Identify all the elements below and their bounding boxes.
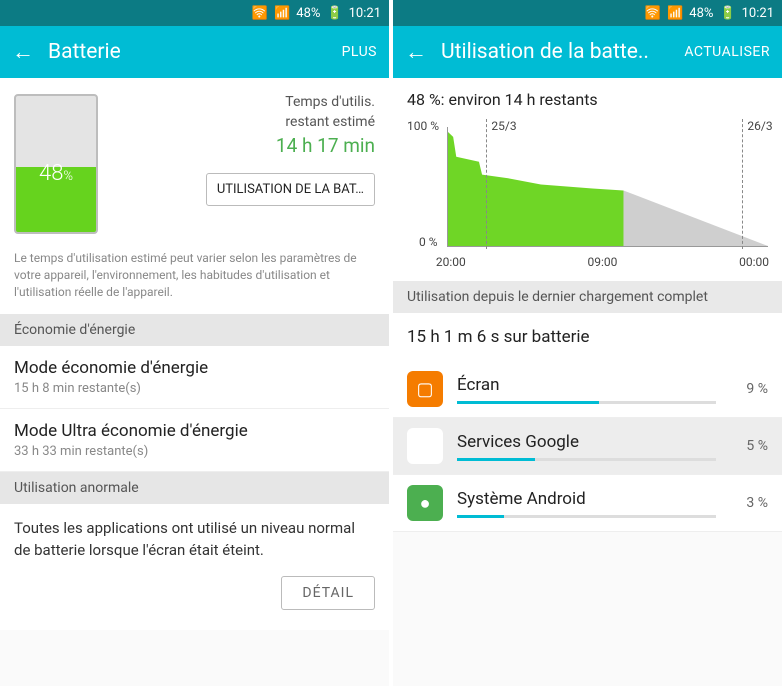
est-time: 14 h 17 min <box>276 134 375 157</box>
actual-area <box>448 132 623 246</box>
y-axis-100: 100 % <box>407 119 439 133</box>
app-bar: ← Utilisation de la batte.. ACTUALISER <box>393 26 782 78</box>
screen-battery: 🛜 📶 48% 🔋 10:21 ← Batterie PLUS 48% Temp… <box>0 0 389 686</box>
app-usage-bar <box>457 458 716 461</box>
app-usage-pct: 5 % <box>730 438 768 454</box>
y-axis-0: 0 % <box>419 235 438 249</box>
app-usage-bar <box>457 515 716 518</box>
status-battery-pct: 48% <box>689 6 713 21</box>
app-usage-row[interactable]: ▶ Services Google 5 % <box>393 418 782 475</box>
page-title: Batterie <box>48 40 328 64</box>
app-usage-pct: 3 % <box>730 495 768 511</box>
power-save-mode-row[interactable]: Mode économie d'énergie 15 h 8 min resta… <box>0 346 389 409</box>
signal-icon: 📶 <box>274 6 290 21</box>
graph-summary: 48 %: environ 14 h restants <box>393 78 782 113</box>
usage-header: Utilisation depuis le dernier chargement… <box>393 281 782 313</box>
ultra-power-save-mode-row[interactable]: Mode Ultra économie d'énergie 33 h 33 mi… <box>0 409 389 472</box>
more-action[interactable]: PLUS <box>342 44 377 60</box>
date-marker-2: 26/3 <box>747 119 772 133</box>
battery-pct-suffix: % <box>63 169 73 184</box>
back-icon[interactable]: ← <box>12 39 34 65</box>
battery-icon: 🔋 <box>719 6 735 21</box>
app-usage-row[interactable]: ▢ Écran 9 % <box>393 361 782 418</box>
battery-pct: 48 <box>39 161 63 186</box>
anomaly-text: Toutes les applications ont utilisé un n… <box>0 504 389 576</box>
economy-header: Économie d'énergie <box>0 314 389 346</box>
app-icon: ▢ <box>407 371 443 407</box>
mode-subtitle: 33 h 33 min restante(s) <box>14 444 375 459</box>
detail-button[interactable]: DÉTAIL <box>281 576 375 610</box>
app-bar: ← Batterie PLUS <box>0 26 389 78</box>
app-name: Services Google <box>457 432 716 452</box>
est-label2: restant estimé <box>285 114 375 130</box>
app-usage-bar <box>457 401 716 404</box>
refresh-action[interactable]: ACTUALISER <box>684 44 770 60</box>
status-time: 10:21 <box>349 6 381 21</box>
wifi-icon: 🛜 <box>645 6 661 21</box>
battery-gauge: 48% <box>14 94 104 234</box>
app-usage-pct: 9 % <box>730 381 768 397</box>
x-tick-3: 00:00 <box>739 255 769 269</box>
status-bar: 🛜 📶 48% 🔋 10:21 <box>393 0 782 26</box>
wifi-icon: 🛜 <box>252 6 268 21</box>
status-bar: 🛜 📶 48% 🔋 10:21 <box>0 0 389 26</box>
status-time: 10:21 <box>742 6 774 21</box>
app-icon: ● <box>407 485 443 521</box>
mode-subtitle: 15 h 8 min restante(s) <box>14 381 375 396</box>
date-marker-1: 25/3 <box>491 119 516 133</box>
app-icon: ▶ <box>407 428 443 464</box>
battery-icon: 🔋 <box>326 6 342 21</box>
x-tick-2: 09:00 <box>588 255 618 269</box>
mode-title: Mode Ultra économie d'énergie <box>14 421 375 441</box>
est-label: Temps d'utilis. <box>285 94 375 110</box>
app-name: Écran <box>457 375 716 395</box>
battery-graph[interactable]: 100 % 0 % 25/3 26/3 20:00 09:00 00:00 <box>393 113 782 281</box>
battery-usage-button[interactable]: UTILISATION DE LA BAT… <box>206 173 375 206</box>
app-name: Système Android <box>457 489 716 509</box>
anomaly-header: Utilisation anormale <box>0 472 389 504</box>
status-battery-pct: 48% <box>296 6 320 21</box>
estimate-note: Le temps d'utilisation estimé peut varie… <box>0 244 389 314</box>
app-usage-row[interactable]: ● Système Android 3 % <box>393 475 782 532</box>
screen-battery-usage: 🛜 📶 48% 🔋 10:21 ← Utilisation de la batt… <box>393 0 782 686</box>
battery-summary: 48% Temps d'utilis. restant estimé 14 h … <box>0 78 389 244</box>
x-tick-1: 20:00 <box>436 255 466 269</box>
page-title: Utilisation de la batte.. <box>441 40 670 64</box>
mode-title: Mode économie d'énergie <box>14 358 375 378</box>
time-on-battery: 15 h 1 m 6 s sur batterie <box>393 313 782 361</box>
signal-icon: 📶 <box>667 6 683 21</box>
back-icon[interactable]: ← <box>405 39 427 65</box>
